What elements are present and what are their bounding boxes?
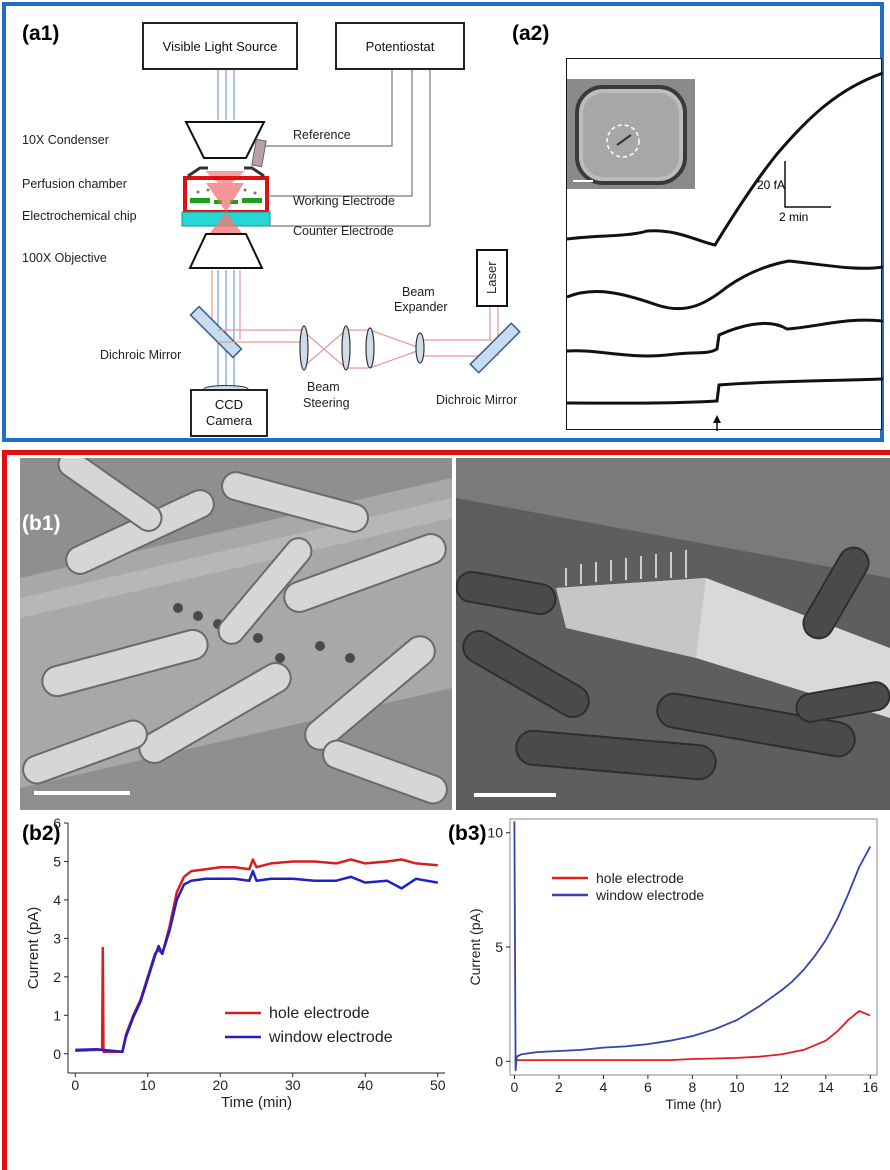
chart-b3: 0 2 4 6 8 10 12 14 16 0 5 10 Time (hr) Current (pA) ho… — [467, 818, 879, 1112]
x-tick-label-0: 0 — [71, 1077, 79, 1093]
y-tick-label-0: 0 — [53, 1046, 61, 1062]
a2-scale-time: 2 min — [779, 210, 808, 224]
panel-label-b3: (b3) — [448, 822, 487, 845]
x-axis-label: Time (hr) — [665, 1096, 721, 1112]
ccd-camera-box: CCD Camera — [190, 389, 268, 437]
x-tick-label-4: 40 — [357, 1077, 373, 1093]
x-tick-label-8: 16 — [863, 1079, 879, 1095]
a2-scale-current: 20 fA — [757, 178, 785, 192]
panel-label-b2: (b2) — [22, 822, 61, 845]
label-electrochemical-chip: Electrochemical chip — [22, 209, 137, 223]
x-tick-label-0: 0 — [511, 1079, 519, 1095]
series-line-1 — [75, 869, 439, 1054]
legend-label-1: window electrode — [268, 1029, 393, 1046]
sem-image-window-electrode — [456, 458, 890, 810]
label-beam-expander-2: Expander — [394, 300, 448, 314]
x-tick-label-5: 10 — [729, 1079, 745, 1095]
label-laser: Laser — [484, 261, 499, 294]
label-beam-steering-1: Beam — [307, 380, 340, 394]
ccd-label-1: CCD — [214, 397, 244, 412]
panel-b-frame — [2, 450, 890, 1170]
series-line-0 — [514, 1010, 871, 1061]
a2-figure: 20 fA 2 min — [566, 58, 883, 431]
x-tick-label-2: 4 — [600, 1079, 608, 1095]
a2-trace-3 — [567, 318, 883, 358]
a2-trace-4 — [567, 377, 883, 405]
series-line-0 — [75, 858, 438, 1054]
a2-trace-2 — [567, 259, 883, 311]
y-tick-label-1: 1 — [53, 1007, 61, 1023]
x-tick-label-7: 14 — [818, 1079, 834, 1095]
label-perfusion-chamber: Perfusion chamber — [22, 177, 127, 191]
label-beam-steering-2: Steering — [303, 396, 350, 410]
panel-label-b1: (b1) — [22, 512, 61, 535]
label-dichroic-right: Dichroic Mirror — [436, 393, 518, 407]
x-tick-label-6: 12 — [774, 1079, 790, 1095]
legend-label-0: hole electrode — [596, 870, 684, 886]
x-tick-label-3: 6 — [644, 1079, 652, 1095]
label-reference: Reference — [293, 128, 351, 142]
panel-label-a1: (a1) — [22, 22, 60, 45]
x-tick-label-4: 8 — [688, 1079, 696, 1095]
light-source-box: Visible Light Source — [142, 22, 298, 70]
sem-image-hole-electrode — [20, 458, 452, 810]
y-axis-label: Current (pA) — [467, 908, 483, 985]
y-tick-label-4: 4 — [53, 892, 61, 908]
label-objective: 100X Objective — [22, 251, 107, 265]
y-tick-label-2: 2 — [53, 969, 61, 985]
label-beam-expander-1: Beam — [402, 285, 435, 299]
a2-traces: 20 fA 2 min — [567, 71, 883, 431]
label-working-electrode: Working Electrode — [293, 194, 395, 208]
y-tick-label-5: 5 — [53, 853, 61, 869]
panel-label-a2: (a2) — [512, 22, 550, 45]
label-counter-electrode: Counter Electrode — [293, 224, 394, 238]
x-axis-label: Time (min) — [221, 1094, 292, 1111]
y-tick-label-3: 3 — [53, 930, 61, 946]
x-tick-label-5: 50 — [430, 1077, 446, 1093]
series-line-1 — [513, 821, 872, 1072]
label-condenser: 10X Condenser — [22, 133, 109, 147]
x-tick-label-3: 30 — [285, 1077, 301, 1093]
legend-label-0: hole electrode — [269, 1005, 370, 1022]
a2-inset-micrograph — [567, 79, 695, 189]
label-dichroic-left: Dichroic Mirror — [100, 348, 182, 362]
a2-trace-1 — [567, 71, 883, 247]
y-tick-label-6: 6 — [53, 815, 61, 831]
y-tick-label-2: 10 — [487, 825, 503, 841]
x-tick-label-2: 20 — [212, 1077, 228, 1093]
x-tick-label-1: 2 — [555, 1079, 563, 1095]
x-tick-label-1: 10 — [140, 1077, 156, 1093]
y-tick-label-0: 0 — [495, 1053, 503, 1069]
y-tick-label-1: 5 — [495, 939, 503, 955]
ccd-label-2: Camera — [205, 413, 253, 428]
panel-a-frame — [2, 2, 884, 442]
chart-b2: 0 10 20 30 40 50 0 1 2 3 4 5 6 Time (min) Current (pA)… — [25, 815, 446, 1111]
legend-label-1: window electrode — [595, 887, 704, 903]
potentiostat-box: Potentiostat — [335, 22, 465, 70]
y-axis-label: Current (pA) — [25, 907, 42, 990]
